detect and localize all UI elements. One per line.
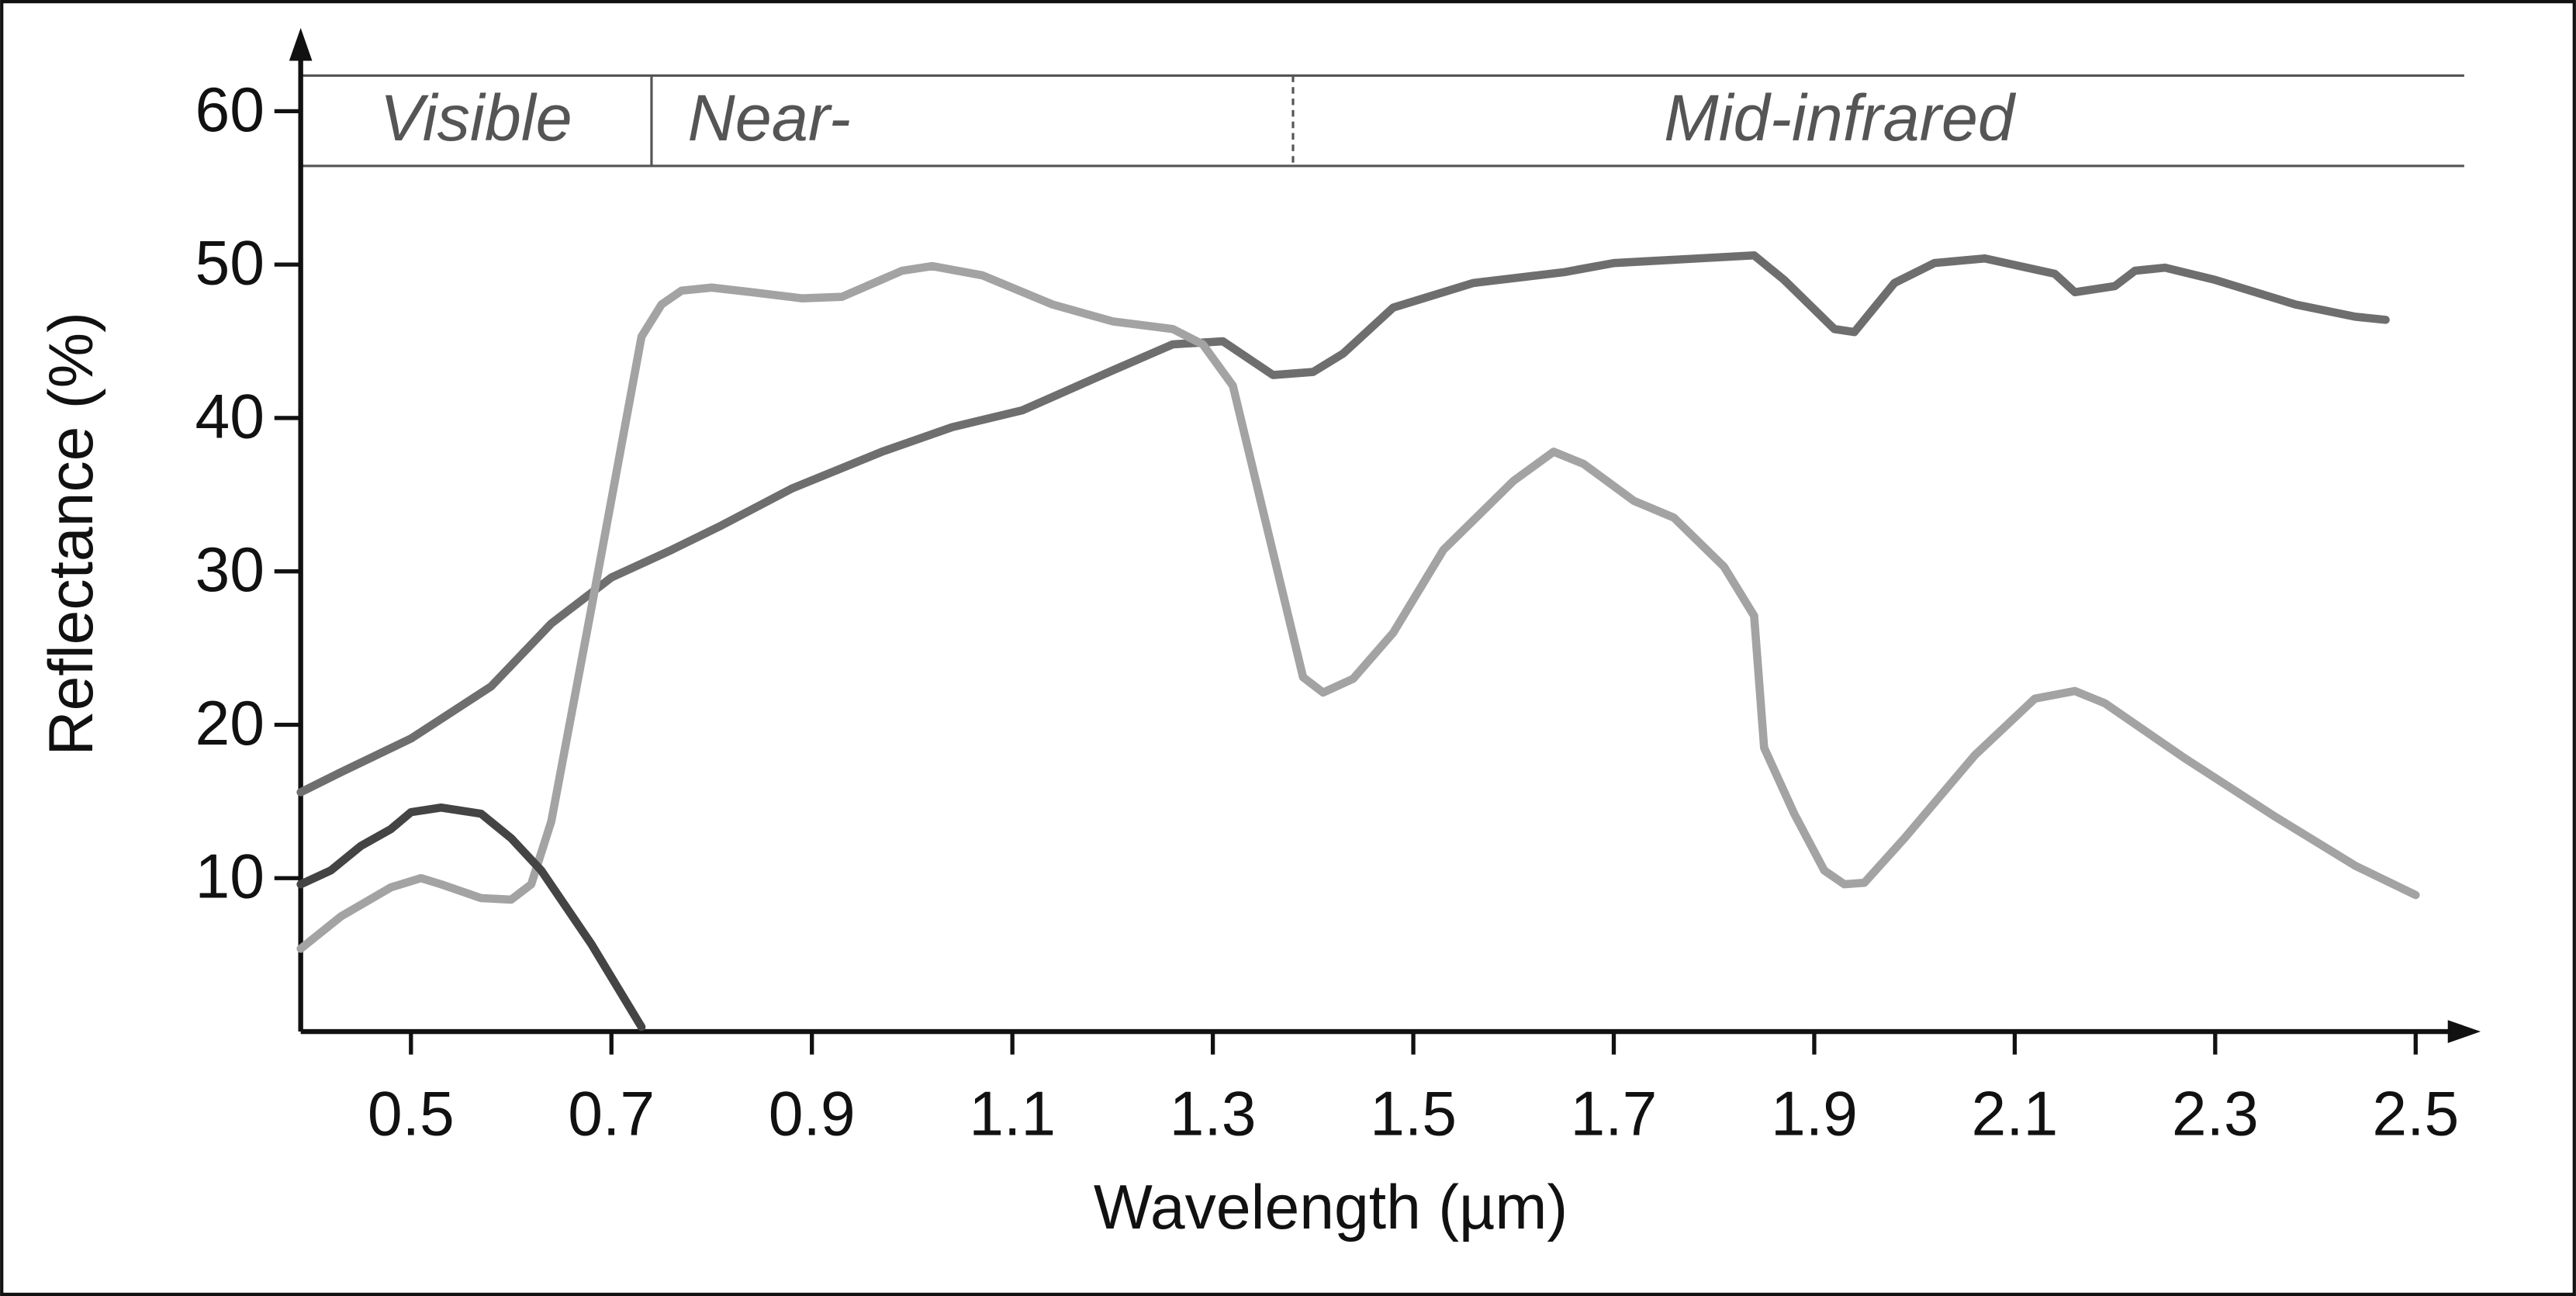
x-tick-label: 2.3 bbox=[2172, 1080, 2259, 1149]
y-axis-arrow bbox=[289, 28, 313, 61]
x-tick-label: 0.5 bbox=[368, 1080, 455, 1149]
x-axis-arrow bbox=[2447, 1020, 2481, 1043]
series-line bbox=[296, 803, 646, 1032]
x-tick-label: 1.5 bbox=[1370, 1080, 1457, 1149]
x-tick-label: 0.9 bbox=[769, 1080, 856, 1149]
series-line bbox=[296, 261, 2420, 953]
y-axis-title: Reflectance (%) bbox=[36, 312, 106, 755]
y-tick-label: 60 bbox=[195, 75, 265, 145]
x-axis-title: Wavelength (µm) bbox=[1094, 1173, 1568, 1242]
y-tick-label: 20 bbox=[195, 689, 265, 759]
x-tick-label: 1.7 bbox=[1571, 1080, 1658, 1149]
series-line bbox=[296, 251, 2390, 797]
x-tick-label: 0.7 bbox=[568, 1080, 655, 1149]
x-tick-label: 1.3 bbox=[1170, 1080, 1257, 1149]
x-tick-label: 2.1 bbox=[1971, 1080, 2058, 1149]
x-tick-label: 1.9 bbox=[1771, 1080, 1858, 1149]
region-label: Mid-infrared bbox=[1664, 81, 2017, 154]
x-tick-label: 2.5 bbox=[2372, 1080, 2459, 1149]
y-tick-label: 10 bbox=[195, 842, 265, 912]
y-tick-label: 30 bbox=[195, 535, 265, 605]
x-tick-label: 1.1 bbox=[969, 1080, 1056, 1149]
region-label: Visible bbox=[380, 81, 572, 154]
y-tick-label: 50 bbox=[195, 229, 265, 299]
y-tick-label: 40 bbox=[195, 382, 265, 451]
region-label: Near- bbox=[688, 81, 851, 154]
